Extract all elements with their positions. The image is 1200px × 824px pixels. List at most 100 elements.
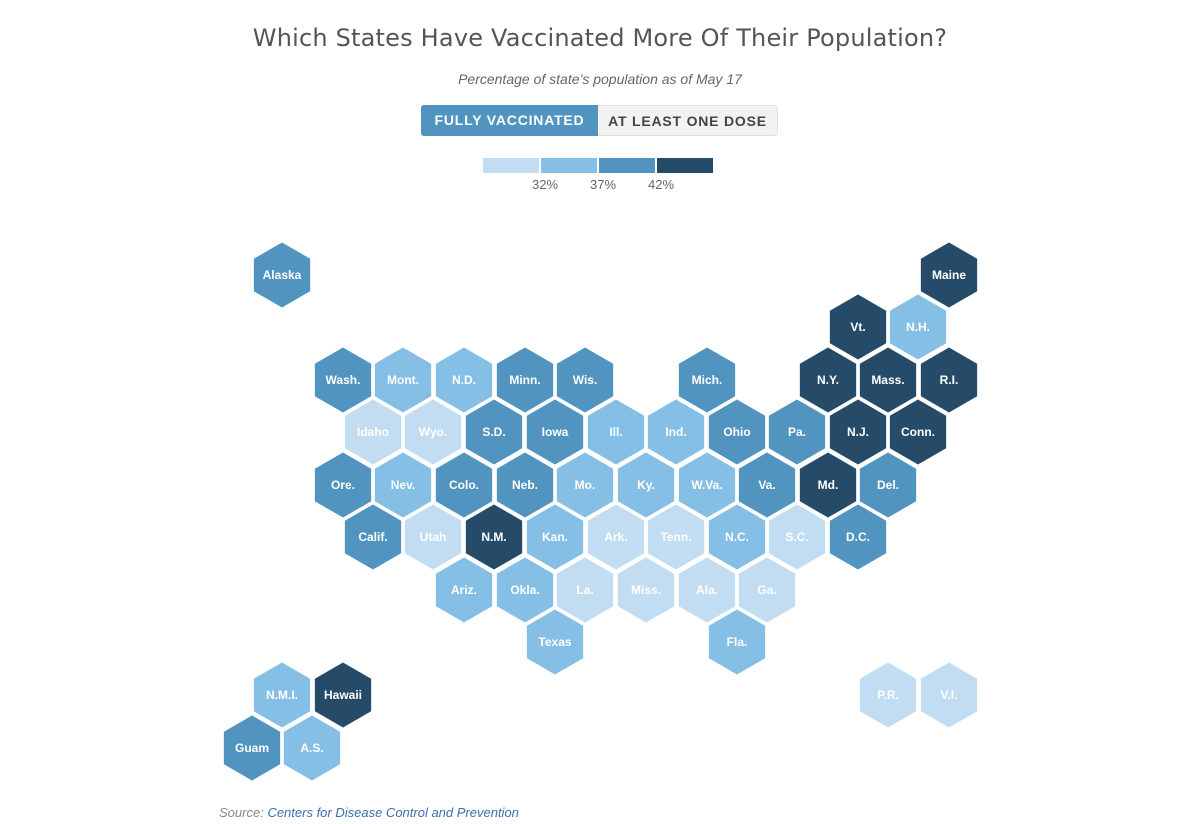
- hex-tile[interactable]: Ga.: [736, 554, 798, 626]
- hex-tile-label: Guam: [235, 741, 269, 755]
- hex-tile[interactable]: Guam: [221, 712, 283, 784]
- hex-tile-shape: [857, 659, 919, 731]
- hex-tile-label: Md.: [818, 478, 839, 492]
- hex-tile-label: Del.: [877, 478, 899, 492]
- fully-vaccinated-tab[interactable]: FULLY VACCINATED: [421, 105, 598, 136]
- legend-swatch-4: [657, 158, 713, 173]
- hex-tile-shape: [402, 501, 464, 573]
- hex-tile[interactable]: Alaska: [251, 239, 313, 311]
- hex-tile[interactable]: N.M.I.: [251, 659, 313, 731]
- hex-tile[interactable]: Ark.: [585, 501, 647, 573]
- hex-tile-label: Ky.: [637, 478, 655, 492]
- hex-tile-label: Ala.: [696, 583, 718, 597]
- hex-tile-shape: [827, 501, 889, 573]
- hex-tile[interactable]: Ariz.: [433, 554, 495, 626]
- hex-tile[interactable]: Kan.: [524, 501, 586, 573]
- hex-tile-shape: [251, 659, 313, 731]
- legend-swatch-1: [483, 158, 539, 173]
- hex-tile[interactable]: Nev.: [372, 449, 434, 521]
- hex-tile[interactable]: Conn.: [887, 396, 949, 468]
- hex-tile-label: N.Y.: [817, 373, 839, 387]
- hex-tile[interactable]: Miss.: [615, 554, 677, 626]
- hex-tile[interactable]: N.J.: [827, 396, 889, 468]
- hex-tile-label: Ark.: [604, 530, 627, 544]
- hex-tile-shape: [281, 712, 343, 784]
- hex-tile-label: R.I.: [940, 373, 959, 387]
- hex-tile-shape: [463, 396, 525, 468]
- hex-tile[interactable]: Utah: [402, 501, 464, 573]
- hex-tile[interactable]: Tenn.: [645, 501, 707, 573]
- hex-tile-shape: [645, 396, 707, 468]
- hex-tile[interactable]: N.H.: [887, 291, 949, 363]
- legend-tick-1: 32%: [531, 177, 559, 192]
- hex-tile[interactable]: A.S.: [281, 712, 343, 784]
- hex-tile-label: Minn.: [509, 373, 540, 387]
- hex-tile[interactable]: V.I.: [918, 659, 980, 731]
- hex-tile-label: Nev.: [391, 478, 415, 492]
- hex-tile-label: Ga.: [757, 583, 776, 597]
- hex-tile-label: Idaho: [357, 425, 389, 439]
- hex-tile[interactable]: S.D.: [463, 396, 525, 468]
- hex-tile-shape: [524, 396, 586, 468]
- hex-tile-label: Hawaii: [324, 688, 362, 702]
- hex-tile-label: Ind.: [665, 425, 686, 439]
- hex-tile[interactable]: Texas: [524, 606, 586, 678]
- chart-title: Which States Have Vaccinated More Of The…: [252, 24, 948, 52]
- hex-tile-label: S.D.: [482, 425, 505, 439]
- hex-tile[interactable]: Fla.: [706, 606, 768, 678]
- source-label: Source:: [219, 805, 264, 820]
- hex-tile-label: Mont.: [387, 373, 419, 387]
- hex-tile-label: Ill.: [609, 425, 622, 439]
- hex-tile[interactable]: Ind.: [645, 396, 707, 468]
- hex-tile-shape: [887, 396, 949, 468]
- hex-tile-label: N.C.: [725, 530, 749, 544]
- hex-tile-label: Va.: [758, 478, 775, 492]
- hex-tile-shape: [433, 554, 495, 626]
- hex-tile-label: Fla.: [727, 635, 748, 649]
- hex-tile-label: Alaska: [263, 268, 302, 282]
- source-link[interactable]: Centers for Disease Control and Preventi…: [267, 805, 519, 820]
- hex-tile[interactable]: Iowa: [524, 396, 586, 468]
- hex-tile-label: S.C.: [785, 530, 808, 544]
- hex-tile[interactable]: R.I.: [918, 344, 980, 416]
- legend-tick-3: 42%: [647, 177, 675, 192]
- hex-tile-label: Mass.: [871, 373, 904, 387]
- hex-tile-label: Miss.: [631, 583, 661, 597]
- at-least-one-dose-tab[interactable]: AT LEAST ONE DOSE: [598, 105, 778, 136]
- hex-tile-shape: [402, 396, 464, 468]
- hex-tile[interactable]: Maine: [918, 239, 980, 311]
- hex-tile-label: Iowa: [542, 425, 569, 439]
- hex-tile-label: Maine: [932, 268, 966, 282]
- hex-tile-label: La.: [576, 583, 593, 597]
- hex-tile-label: W.Va.: [691, 478, 722, 492]
- hex-tile[interactable]: Mont.: [372, 344, 434, 416]
- hex-tile-label: N.M.I.: [266, 688, 298, 702]
- hex-tile[interactable]: P.R.: [857, 659, 919, 731]
- hex-tile-label: Utah: [420, 530, 447, 544]
- metric-toggle: FULLY VACCINATED AT LEAST ONE DOSE: [421, 105, 778, 136]
- hex-tile[interactable]: Va.: [736, 449, 798, 521]
- hex-tile[interactable]: Colo.: [433, 449, 495, 521]
- hex-tile[interactable]: D.C.: [827, 501, 889, 573]
- hex-tile-label: A.S.: [300, 741, 323, 755]
- hex-tile[interactable]: Pa.: [766, 396, 828, 468]
- hex-tile-label: Ariz.: [451, 583, 477, 597]
- hex-tile-shape: [251, 239, 313, 311]
- hex-tile-shape: [887, 291, 949, 363]
- hex-tile[interactable]: Neb.: [494, 449, 556, 521]
- hex-tile[interactable]: S.C.: [766, 501, 828, 573]
- hex-tile-shape: [524, 501, 586, 573]
- hex-tile-shape: [524, 606, 586, 678]
- hex-tile-label: D.C.: [846, 530, 870, 544]
- hex-tile-label: Texas: [538, 635, 571, 649]
- legend-swatch-3: [599, 158, 655, 173]
- hex-tile-label: Mich.: [692, 373, 723, 387]
- hex-tile-shape: [918, 659, 980, 731]
- hex-tile-label: Tenn.: [660, 530, 691, 544]
- hex-tile[interactable]: Mo.: [554, 449, 616, 521]
- hex-tile[interactable]: Hawaii: [312, 659, 374, 731]
- hex-tile[interactable]: N.M.: [463, 501, 525, 573]
- hex-tile[interactable]: Wyo.: [402, 396, 464, 468]
- hex-tile[interactable]: N.D.: [433, 344, 495, 416]
- hex-tile-label: Colo.: [449, 478, 479, 492]
